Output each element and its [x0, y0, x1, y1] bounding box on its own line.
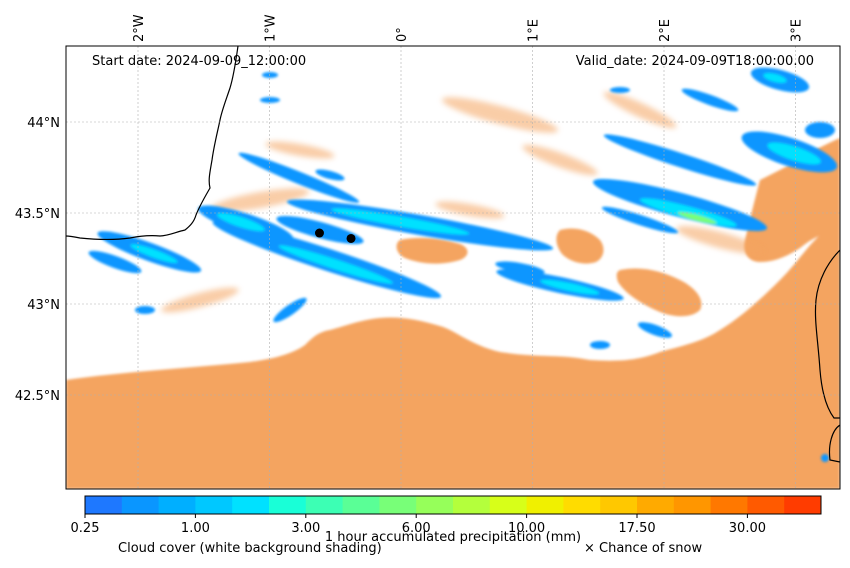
latitude-ticks: 44°N 43.5°N 43°N 42.5°N	[15, 116, 60, 404]
lat-tick-label: 44°N	[27, 116, 60, 131]
colorbar-segment	[747, 496, 785, 514]
lon-tick-label: 2°W	[132, 14, 147, 42]
cloud-cover-layer	[66, 138, 840, 489]
colorbar-segment	[453, 496, 491, 514]
colorbar-segment	[195, 496, 233, 514]
lat-tick-label: 43.5°N	[15, 207, 60, 222]
colorbar-ticks: 0.25 1.00 3.00 6.00 10.00 17.50 30.00	[71, 514, 766, 536]
colorbar-tick-label: 3.00	[291, 521, 320, 536]
lon-tick-label: 3°E	[790, 19, 805, 42]
colorbar-label: 1 hour accumulated precipitation (mm)	[325, 530, 581, 545]
colorbar-segment	[121, 496, 160, 514]
coastline-east	[814, 249, 840, 419]
colorbar-segment	[489, 496, 528, 514]
colorbar-segment	[637, 496, 675, 514]
coastline	[66, 46, 239, 241]
colorbar-segment	[379, 496, 417, 514]
colorbar-segment	[305, 496, 344, 514]
colorbar-frame	[84, 495, 822, 515]
precipitation-layer	[88, 67, 838, 462]
colorbar-tick-label: 10.00	[508, 521, 545, 536]
colorbar-segment	[673, 496, 712, 514]
colorbar-segment	[563, 496, 601, 514]
map-frame	[65, 45, 841, 490]
colorbar-tick-label: 0.25	[71, 521, 100, 536]
marker-point-west	[314, 228, 324, 238]
colorbar-segment	[232, 496, 270, 514]
colorbar-tick-label: 30.00	[729, 521, 766, 536]
valid-date-label: Valid_date: 2024-09-09T18:00:00.00	[576, 54, 814, 69]
lat-tick-label: 42.5°N	[15, 389, 60, 404]
colorbar-segment	[526, 496, 564, 514]
lon-tick-label: 1°E	[527, 19, 542, 42]
colorbar-segment	[342, 496, 380, 514]
cloud-wisps-layer	[161, 91, 764, 313]
colorbar-segment	[784, 496, 822, 514]
colorbar-segment	[600, 496, 638, 514]
lat-tick-label: 43°N	[27, 298, 60, 313]
longitude-ticks: 2°W 1°W 0° 1°E 2°E 3°E	[132, 14, 805, 42]
start-date-label: Start date: 2024-09-09_12:00:00	[92, 54, 306, 69]
colorbar-segment	[85, 496, 123, 514]
colorbar-segment	[158, 496, 196, 514]
colorbar-segment	[710, 496, 748, 514]
colorbar-tick-label: 1.00	[181, 521, 210, 536]
colorbar-segment	[269, 496, 307, 514]
snow-legend-label: × Chance of snow	[584, 541, 702, 556]
lon-tick-label: 2°E	[658, 19, 673, 42]
cloud-legend-label: Cloud cover (white background shading)	[118, 541, 382, 556]
colorbar-tick-label: 6.00	[402, 521, 431, 536]
colorbar-tick-label: 17.50	[618, 521, 655, 536]
gridlines	[66, 46, 840, 489]
lon-tick-label: 1°W	[264, 14, 279, 42]
markers-layer	[314, 228, 356, 243]
coastline-south	[828, 424, 840, 463]
lon-tick-label: 0°	[395, 27, 410, 42]
marker-point-east	[346, 233, 356, 243]
colorbar	[85, 496, 822, 514]
colorbar-segment	[416, 496, 454, 514]
